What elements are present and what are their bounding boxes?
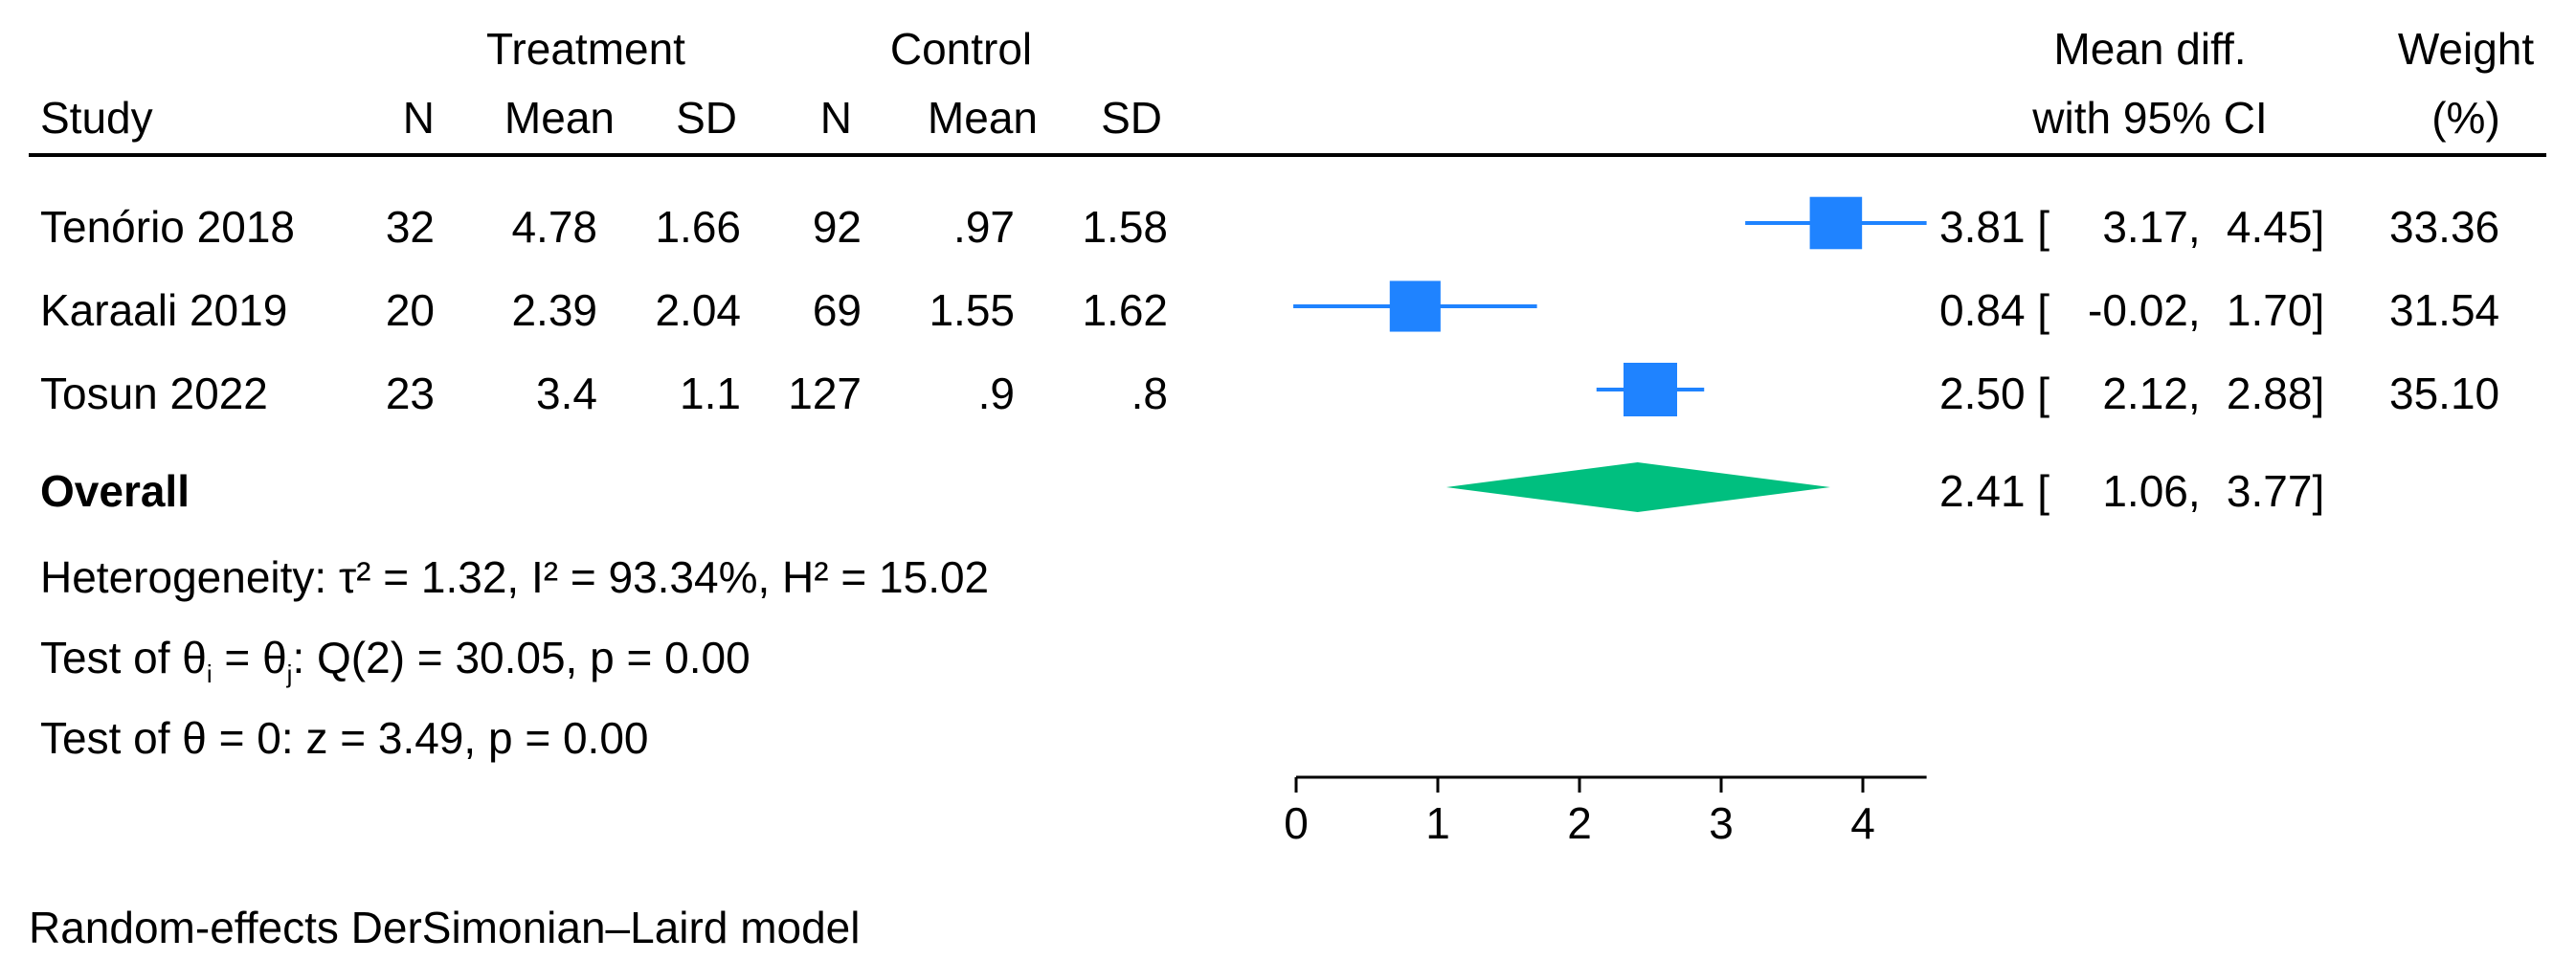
- effect-header-line2: with 95% CI: [2032, 93, 2268, 143]
- effect-header-line1: Mean diff.: [2053, 24, 2247, 74]
- control-n-header: N: [819, 93, 852, 143]
- control-mean: .97: [953, 202, 1015, 252]
- effect-estimate: 3.81 [ 3.17, 4.45]: [1939, 202, 2325, 252]
- treatment-n-header: N: [402, 93, 435, 143]
- study-weight: 35.10: [2389, 369, 2500, 418]
- treatment-sd: 1.1: [680, 369, 741, 418]
- effect-estimate: 0.84 [ -0.02, 1.70]: [1939, 285, 2325, 335]
- study-estimate-square: [1389, 280, 1441, 332]
- treatment-mean: 3.4: [536, 369, 597, 418]
- study-column-header: Study: [40, 93, 153, 143]
- study-weight: 33.36: [2389, 202, 2500, 252]
- header-rule: [29, 153, 2546, 157]
- control-mean-header: Mean: [927, 93, 1038, 143]
- study-weight: 31.54: [2389, 285, 2500, 335]
- control-n: 92: [812, 202, 862, 252]
- treatment-sd-header: SD: [676, 93, 737, 143]
- study-name: Tenório 2018: [40, 202, 295, 252]
- treatment-mean: 2.39: [511, 285, 597, 335]
- control-group-header: Control: [889, 24, 1033, 74]
- overall-estimate: 2.41 [ 1.06, 3.77]: [1939, 466, 2325, 516]
- control-sd-header: SD: [1101, 93, 1162, 143]
- model-footnote: Random-effects DerSimonian–Laird model: [29, 903, 861, 952]
- treatment-group-header: Treatment: [486, 24, 685, 74]
- weight-header-line2: (%): [2431, 93, 2500, 143]
- study-name: Tosun 2022: [40, 369, 268, 418]
- control-sd: 1.62: [1082, 285, 1168, 335]
- homogeneity-test: Test of θi = θj: Q(2) = 30.05, p = 0.00: [40, 633, 750, 688]
- x-tick-label: 0: [1284, 798, 1309, 848]
- effect-estimate: 2.50 [ 2.12, 2.88]: [1939, 369, 2325, 418]
- treatment-n: 20: [385, 285, 435, 335]
- treatment-n: 32: [385, 202, 435, 252]
- treatment-sd: 1.66: [655, 202, 741, 252]
- treatment-mean-header: Mean: [504, 93, 615, 143]
- study-estimate-square: [1809, 196, 1863, 250]
- x-tick-label: 2: [1567, 798, 1592, 848]
- treatment-sd: 2.04: [655, 285, 741, 335]
- treatment-n: 23: [385, 369, 435, 418]
- control-sd: 1.58: [1082, 202, 1168, 252]
- heterogeneity-stats: Heterogeneity: τ² = 1.32, I² = 93.34%, H…: [40, 552, 990, 602]
- x-tick-label: 3: [1709, 798, 1734, 848]
- study-name: Karaali 2019: [40, 285, 288, 335]
- control-mean: .9: [977, 369, 1015, 418]
- control-n: 127: [788, 369, 862, 418]
- weight-header-line1: Weight: [2397, 24, 2535, 74]
- control-mean: 1.55: [929, 285, 1015, 335]
- overall-label: Overall: [40, 466, 190, 516]
- overall-diamond: [1445, 462, 1830, 512]
- x-tick-label: 4: [1850, 798, 1875, 848]
- effect-zero-test: Test of θ = 0: z = 3.49, p = 0.00: [40, 713, 649, 763]
- x-tick-label: 1: [1425, 798, 1450, 848]
- control-sd: .8: [1131, 369, 1168, 418]
- control-n: 69: [812, 285, 862, 335]
- study-estimate-square: [1624, 363, 1677, 416]
- treatment-mean: 4.78: [511, 202, 597, 252]
